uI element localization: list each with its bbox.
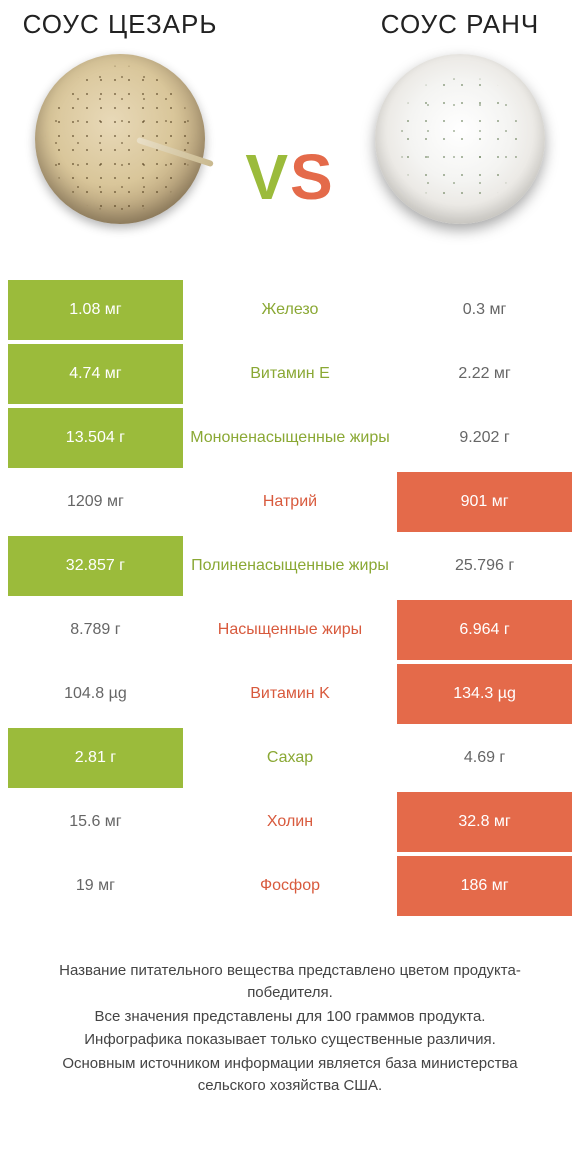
product-left: СОУС ЦЕЗАРЬ <box>20 10 220 224</box>
left-value: 13.504 г <box>8 408 183 468</box>
vs-s: S <box>290 141 335 213</box>
footer-line: Все значения представлены для 100 граммо… <box>28 1006 552 1028</box>
right-value: 186 мг <box>397 856 572 916</box>
nutrient-label: Натрий <box>183 472 397 532</box>
footer-line: Название питательного вещества представл… <box>28 960 552 1004</box>
table-row: 19 мгФосфор186 мг <box>8 856 572 916</box>
table-row: 2.81 гСахар4.69 г <box>8 728 572 788</box>
nutrient-label: Насыщенные жиры <box>183 600 397 660</box>
table-row: 1.08 мгЖелезо0.3 мг <box>8 280 572 340</box>
vs-v: V <box>245 141 290 213</box>
product-right: СОУС РАНЧ <box>360 10 560 224</box>
right-value: 6.964 г <box>397 600 572 660</box>
right-value: 134.3 µg <box>397 664 572 724</box>
left-value: 104.8 µg <box>8 664 183 724</box>
right-value: 2.22 мг <box>397 344 572 404</box>
table-row: 104.8 µgВитамин K134.3 µg <box>8 664 572 724</box>
footer-notes: Название питательного вещества представл… <box>0 920 580 1097</box>
right-value: 0.3 мг <box>397 280 572 340</box>
right-value: 32.8 мг <box>397 792 572 852</box>
table-row: 15.6 мгХолин32.8 мг <box>8 792 572 852</box>
table-row: 1209 мгНатрий901 мг <box>8 472 572 532</box>
table-row: 13.504 гМононенасыщенные жиры9.202 г <box>8 408 572 468</box>
table-row: 4.74 мгВитамин E2.22 мг <box>8 344 572 404</box>
caesar-bowl-icon <box>35 54 205 224</box>
product-right-title: СОУС РАНЧ <box>360 10 560 40</box>
nutrient-label: Витамин K <box>183 664 397 724</box>
left-value: 1.08 мг <box>8 280 183 340</box>
left-value: 15.6 мг <box>8 792 183 852</box>
nutrient-label: Полиненасыщенные жиры <box>183 536 397 596</box>
left-value: 19 мг <box>8 856 183 916</box>
product-left-title: СОУС ЦЕЗАРЬ <box>20 10 220 40</box>
left-value: 2.81 г <box>8 728 183 788</box>
nutrient-label: Железо <box>183 280 397 340</box>
nutrient-label: Сахар <box>183 728 397 788</box>
table-row: 32.857 гПолиненасыщенные жиры25.796 г <box>8 536 572 596</box>
left-value: 4.74 мг <box>8 344 183 404</box>
footer-line: Основным источником информации является … <box>28 1053 552 1097</box>
footer-line: Инфографика показывает только существенн… <box>28 1029 552 1051</box>
table-row: 8.789 гНасыщенные жиры6.964 г <box>8 600 572 660</box>
right-value: 25.796 г <box>397 536 572 596</box>
nutrient-label: Холин <box>183 792 397 852</box>
left-value: 32.857 г <box>8 536 183 596</box>
vs-label: VS <box>245 140 334 214</box>
nutrient-label: Фосфор <box>183 856 397 916</box>
left-value: 1209 мг <box>8 472 183 532</box>
right-value: 901 мг <box>397 472 572 532</box>
right-value: 9.202 г <box>397 408 572 468</box>
right-value: 4.69 г <box>397 728 572 788</box>
nutrient-label: Мононенасыщенные жиры <box>183 408 397 468</box>
ranch-bowl-icon <box>375 54 545 224</box>
header: СОУС ЦЕЗАРЬ СОУС РАНЧ VS <box>0 0 580 280</box>
left-value: 8.789 г <box>8 600 183 660</box>
comparison-table: 1.08 мгЖелезо0.3 мг4.74 мгВитамин E2.22 … <box>0 280 580 916</box>
nutrient-label: Витамин E <box>183 344 397 404</box>
